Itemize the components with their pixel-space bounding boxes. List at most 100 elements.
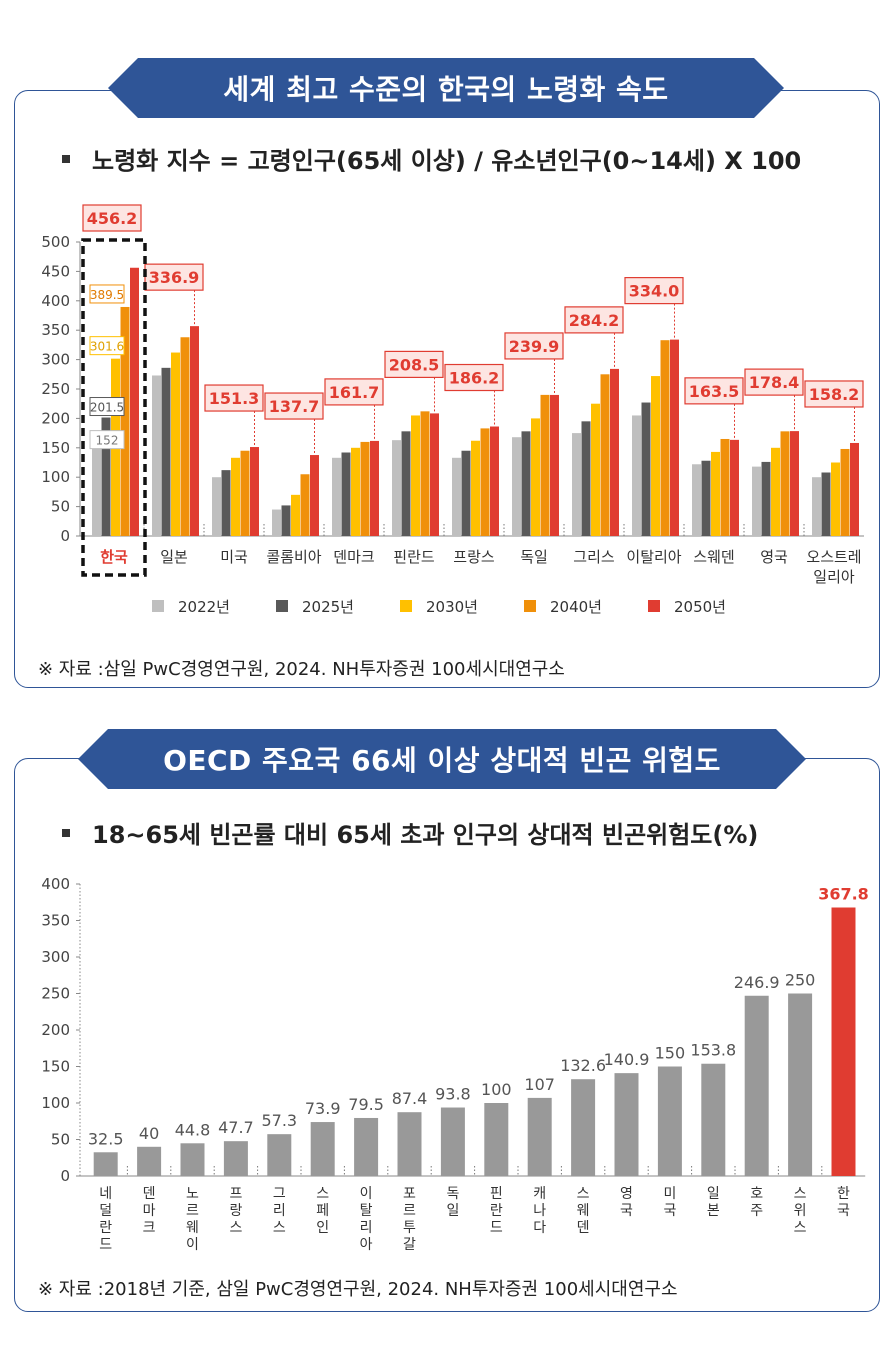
value-label: 40 <box>139 1124 159 1143</box>
bar-영국-2040년 <box>780 431 790 536</box>
category-label-char: 포 <box>403 1186 416 1202</box>
bar-콜롬비아-2050년 <box>310 455 319 536</box>
category-label-char: 란 <box>490 1203 503 1219</box>
category-label: 콜롬비아 <box>266 548 321 566</box>
category-label-char: 호 <box>750 1186 763 1202</box>
category-label-char: 스 <box>273 1220 286 1236</box>
poverty-risk-description: 18~65세 빈곤률 대비 65세 초과 인구의 상대적 빈곤위험도(%) <box>92 821 759 849</box>
bar-스위스 <box>788 993 813 1176</box>
value-label: 73.9 <box>305 1099 341 1118</box>
bar-콜롬비아-2030년 <box>291 494 300 536</box>
legend-label: 2050년 <box>674 598 726 616</box>
category-label: 한국 <box>100 548 128 566</box>
bar-프랑스-2030년 <box>471 440 480 536</box>
bar-한국-2022년 <box>92 446 101 536</box>
bar-스웨덴-2040년 <box>720 438 730 536</box>
y-tick-label: 250 <box>41 985 70 1003</box>
bar-스웨덴-2025년 <box>701 460 711 536</box>
value-callout-box <box>804 380 864 408</box>
bar-프랑스-2022년 <box>452 457 461 536</box>
category-label-char: 페 <box>316 1203 329 1219</box>
y-tick-label: 450 <box>41 262 70 280</box>
category-label: 그리스 <box>573 548 615 566</box>
value-callout-2050: 208.5 <box>389 355 440 374</box>
y-tick-label: 500 <box>41 233 70 251</box>
bar-스웨덴-2030년 <box>711 451 720 536</box>
value-label: 100 <box>481 1080 512 1099</box>
category-label: 미국 <box>220 548 248 566</box>
value-label: 153.8 <box>690 1041 736 1060</box>
bar-그리스-2050년 <box>610 368 619 536</box>
bar-영국-2050년 <box>790 431 799 536</box>
bar-한국 <box>831 907 856 1176</box>
category-label-char: 주 <box>750 1203 763 1219</box>
category-label: 덴마크 <box>333 548 374 566</box>
category-label-char: 국 <box>620 1203 633 1219</box>
category-label-char: 인 <box>316 1220 329 1236</box>
value-callout-2050: 239.9 <box>509 337 560 356</box>
category-label-char: 크 <box>143 1220 156 1236</box>
category-label-char: 르 <box>186 1203 199 1219</box>
category-label-char: 한 <box>837 1186 850 1202</box>
bar-핀란드 <box>484 1103 509 1176</box>
category-label-char: 리 <box>360 1220 373 1236</box>
category-label-char: 다 <box>533 1220 546 1236</box>
value-label: 140.9 <box>604 1050 650 1069</box>
category-label: 이탈리아 <box>626 548 681 566</box>
value-label: 32.5 <box>88 1129 124 1148</box>
y-tick-label: 50 <box>51 498 70 516</box>
category-label: 일리아 <box>813 568 855 586</box>
category-label: 독일 <box>520 548 548 566</box>
bar-덴마크-2030년 <box>351 447 360 536</box>
bar-그리스-2022년 <box>572 433 581 536</box>
bar-핀란드-2050년 <box>430 413 439 536</box>
aging-index-title: 세계 최고 수준의 한국의 노령화 속도 <box>223 73 669 106</box>
category-label: 오스트레 <box>806 548 861 566</box>
category-label-char: 덴 <box>143 1186 156 1202</box>
bar-이탈리아-2030년 <box>651 376 660 536</box>
bar-덴마크-2050년 <box>370 440 379 536</box>
poverty-risk-panel <box>14 758 880 1312</box>
bar-영국 <box>614 1073 639 1176</box>
category-label-char: 일 <box>707 1186 720 1202</box>
bar-핀란드-2030년 <box>411 415 420 536</box>
category-label-char: 웨 <box>577 1203 590 1219</box>
aging-index-chart: 0 50 100 150 200 250 300 350 400 450 500 한국 456.2 일본 3… <box>41 204 864 616</box>
bar-이탈리아 <box>354 1117 379 1176</box>
aging-index-formula: 노령화 지수 = 고령인구(65세 이상) / 유소년인구(0~14세) X 1… <box>92 147 802 175</box>
value-callout-box <box>684 377 744 405</box>
value-label: 132.6 <box>560 1056 606 1075</box>
y-tick-label: 400 <box>41 292 70 310</box>
bar-네덜란드 <box>93 1152 118 1176</box>
y-tick-label: 100 <box>41 468 70 486</box>
bar-캐나다 <box>527 1097 552 1176</box>
bar-호주 <box>744 995 769 1176</box>
korea-value-label: 301.6 <box>90 340 124 354</box>
bar-미국-2022년 <box>212 477 221 536</box>
value-callout-box <box>144 263 204 291</box>
value-callout-2050: 456.2 <box>87 209 138 228</box>
legend-swatch <box>524 600 536 612</box>
category-label-char: 덴 <box>577 1220 590 1236</box>
legend-swatch <box>152 600 164 612</box>
bar-핀란드-2025년 <box>401 431 411 536</box>
korea-value-label: 152 <box>96 434 119 448</box>
category-label-char: 영 <box>620 1186 633 1202</box>
bar-콜롬비아-2022년 <box>272 509 281 536</box>
category-label-char: 투 <box>403 1220 416 1236</box>
category-label-char: 아 <box>360 1237 373 1253</box>
value-callout-box <box>444 363 504 392</box>
value-callout-2050: 158.2 <box>809 385 860 404</box>
category-label-char: 랑 <box>229 1203 242 1219</box>
category-label-char: 국 <box>837 1203 850 1219</box>
category-label-char: 마 <box>143 1203 156 1219</box>
category-label-char: 이 <box>360 1186 373 1202</box>
bar-영국-2022년 <box>752 466 761 536</box>
bar-미국 <box>657 1066 682 1176</box>
poverty-risk-chart: 05010015020025030035040032.5네덜란드40덴마크44.… <box>41 875 868 1253</box>
category-label: 영국 <box>760 548 788 566</box>
value-callout-2050: 178.4 <box>749 373 800 392</box>
legend-label: 2022년 <box>178 598 230 616</box>
y-tick-label: 200 <box>41 1021 70 1039</box>
poverty-risk-title-banner: OECD 주요국 66세 이상 상대적 빈곤 위험도 <box>78 729 806 789</box>
